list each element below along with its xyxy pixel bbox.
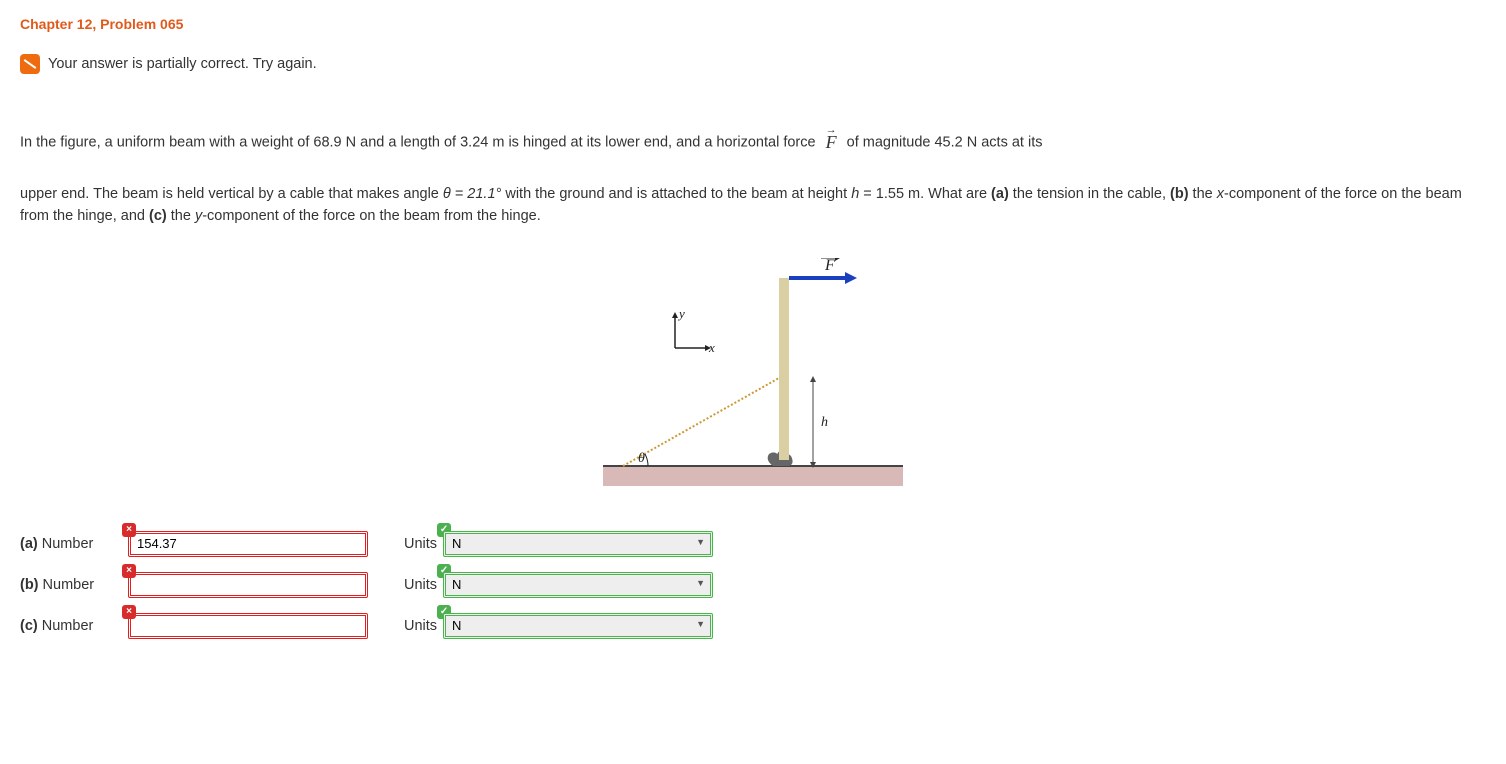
theta-arc <box>645 454 648 466</box>
number-label: Number <box>42 618 94 634</box>
answer-row-b: (b) Number × Units ✓ N <box>20 572 1486 598</box>
x-variable: x <box>1217 186 1224 202</box>
units-label: Units <box>404 577 437 593</box>
answer-label-b: (b) Number <box>20 577 128 593</box>
units-select-wrap-a: ✓ N <box>443 531 713 557</box>
number-input-c[interactable] <box>128 613 368 639</box>
chapter-title: Chapter 12, Problem 065 <box>20 16 1486 32</box>
x-axis-label: x <box>708 340 715 355</box>
number-input-wrap-b: × <box>128 572 368 598</box>
part-letter-c: (c) <box>20 618 38 634</box>
answer-label-a: (a) Number <box>20 536 128 552</box>
answer-row-c: (c) Number × Units ✓ N <box>20 613 1486 639</box>
theta-equation: θ = 21.1° <box>443 186 501 202</box>
problem-text-a: the tension in the cable, <box>1009 186 1170 202</box>
h-label: h <box>821 415 828 430</box>
partial-correct-icon <box>20 54 40 74</box>
units-select-c[interactable]: N <box>443 613 713 639</box>
force-arrow-head <box>845 272 857 284</box>
part-letter-a: (a) <box>20 536 38 552</box>
figure-container: θ F y x h <box>20 258 1486 501</box>
force-label: F <box>824 258 835 274</box>
problem-text-3a: upper end. The beam is held vertical by … <box>20 186 443 202</box>
vector-arrow-icon: → <box>826 122 837 139</box>
problem-text-b1: the <box>1189 186 1217 202</box>
problem-text-1: In the figure, a uniform beam with a wei… <box>20 134 820 150</box>
part-a-label: (a) <box>991 186 1009 202</box>
h-equation: = 1.55 m. What are <box>859 186 991 202</box>
wrong-badge-icon: × <box>122 605 136 619</box>
feedback-message: Your answer is partially correct. Try ag… <box>48 56 317 72</box>
number-label: Number <box>43 577 95 593</box>
cable-line <box>623 378 779 466</box>
number-input-wrap-a: × <box>128 531 368 557</box>
answer-row-a: (a) Number × Units ✓ N <box>20 531 1486 557</box>
number-input-b[interactable] <box>128 572 368 598</box>
units-select-a[interactable]: N <box>443 531 713 557</box>
units-label: Units <box>404 618 437 634</box>
beam-rect <box>779 278 789 460</box>
units-select-b[interactable]: N <box>443 572 713 598</box>
beam-diagram: θ F y x h <box>593 258 913 498</box>
part-c-label: (c) <box>149 208 167 224</box>
part-letter-b: (b) <box>20 577 39 593</box>
problem-statement: In the figure, a uniform beam with a wei… <box>20 129 1486 228</box>
number-input-a[interactable] <box>128 531 368 557</box>
h-dim-arrow-top <box>810 376 816 382</box>
number-input-wrap-c: × <box>128 613 368 639</box>
force-vector-arrow-head <box>835 258 840 261</box>
force-vector-symbol: → F <box>820 129 843 156</box>
part-b-label: (b) <box>1170 186 1189 202</box>
ground-rect <box>603 466 903 486</box>
problem-text-c1: the <box>167 208 195 224</box>
answers-section: (a) Number × Units ✓ N (b) Number × Unit… <box>20 531 1486 639</box>
units-select-wrap-b: ✓ N <box>443 572 713 598</box>
y-axis-label: y <box>677 306 685 321</box>
units-select-wrap-c: ✓ N <box>443 613 713 639</box>
theta-label: θ <box>638 451 645 466</box>
units-label: Units <box>404 536 437 552</box>
answer-label-c: (c) Number <box>20 618 128 634</box>
wrong-badge-icon: × <box>122 564 136 578</box>
y-axis-arrow <box>672 312 678 318</box>
problem-text-c2: -component of the force on the beam from… <box>202 208 541 224</box>
wrong-badge-icon: × <box>122 523 136 537</box>
feedback-bar: Your answer is partially correct. Try ag… <box>20 54 1486 74</box>
number-label: Number <box>42 536 94 552</box>
problem-text-3b: with the ground and is attached to the b… <box>501 186 851 202</box>
problem-text-2: of magnitude 45.2 N acts at its <box>847 134 1043 150</box>
